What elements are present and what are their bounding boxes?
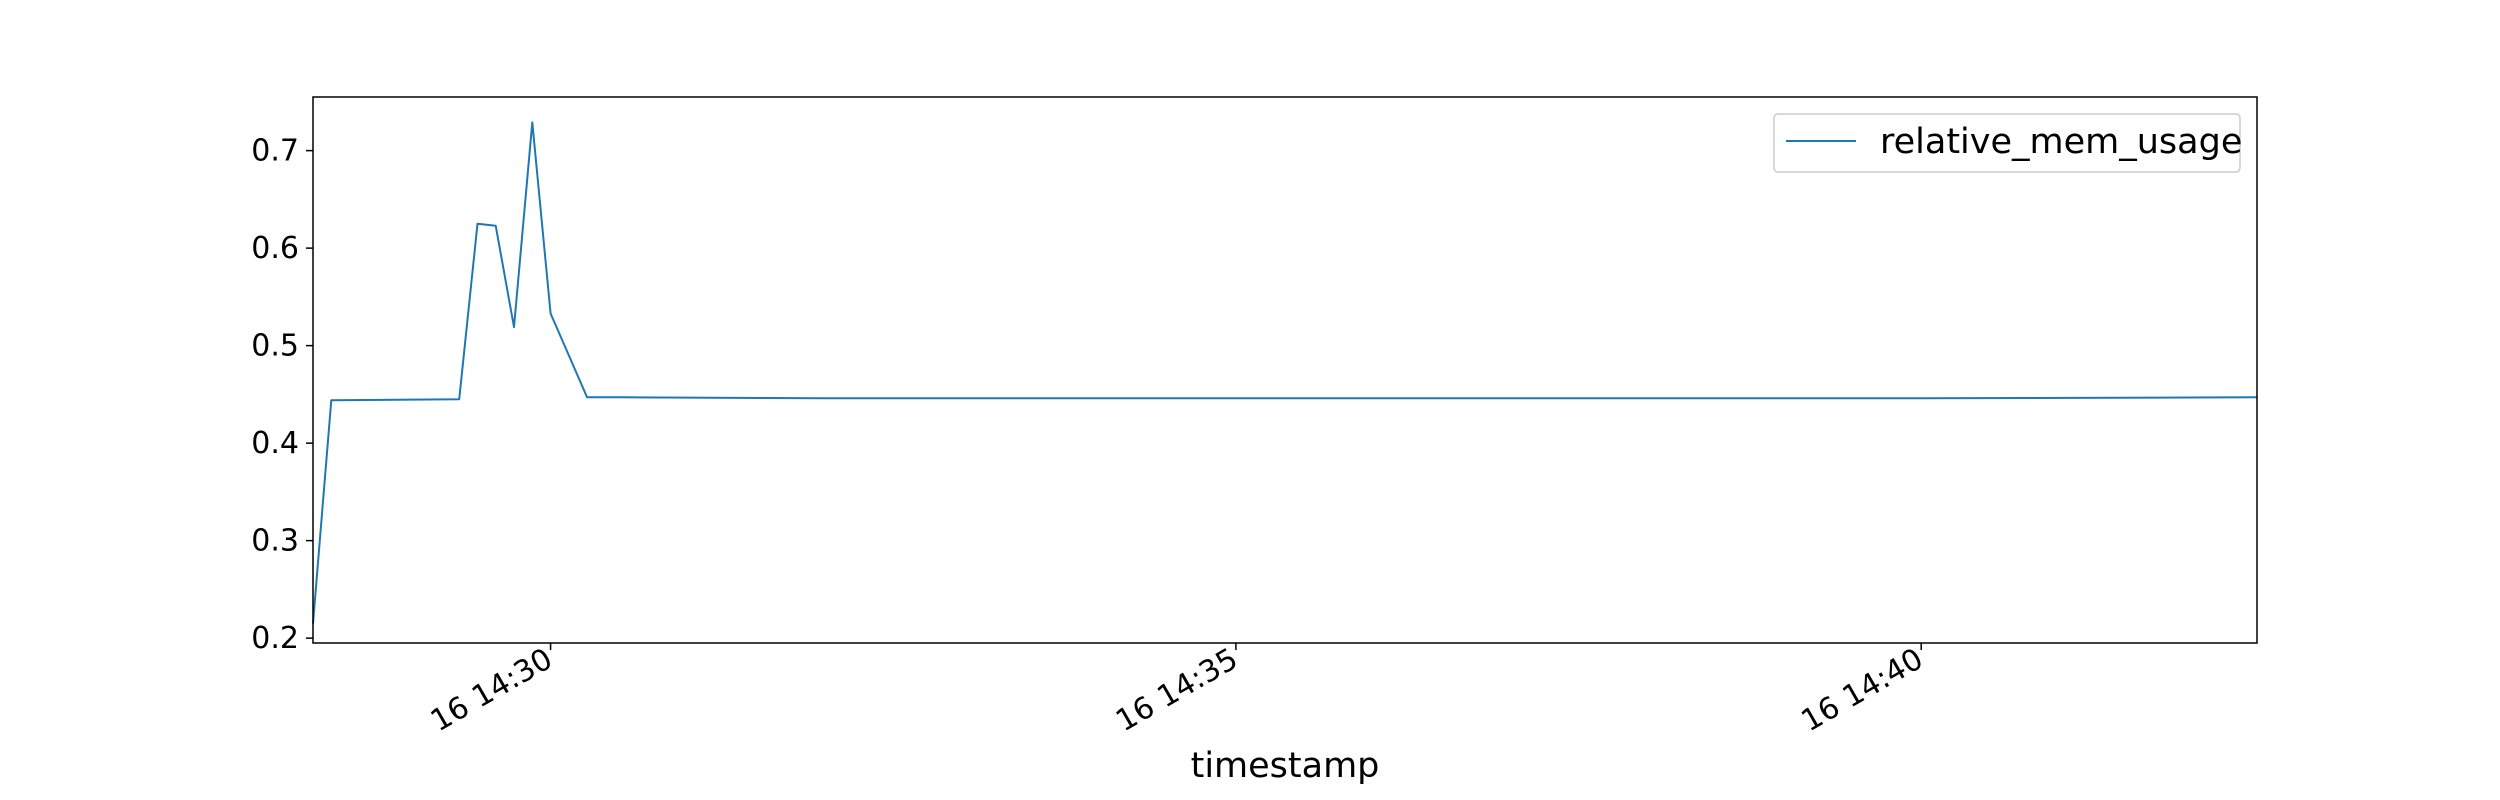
x-tick-label: 16 14:30 <box>425 642 559 739</box>
y-tick-label: 0.2 <box>251 621 299 656</box>
plot-frame <box>312 96 2258 644</box>
x-axis-label: timestamp <box>1191 746 1380 786</box>
y-tick-label: 0.7 <box>251 134 299 169</box>
legend-box <box>1773 113 2241 173</box>
x-tick-label: 16 14:35 <box>1110 642 1244 739</box>
y-tick-label: 0.5 <box>251 329 299 364</box>
legend-label: relative_mem_usage <box>1880 122 2242 162</box>
legend: relative_mem_usage <box>1773 113 2242 173</box>
y-tick-label: 0.4 <box>251 426 299 461</box>
x-tick-label: 16 14:40 <box>1796 642 1930 739</box>
plot-marks <box>312 121 2258 624</box>
y-tick-label: 0.6 <box>251 231 299 266</box>
y-tick-label: 0.3 <box>251 524 299 559</box>
x-axis: 16 14:30 16 14:35 16 14:40 <box>425 642 1929 739</box>
y-axis: 0.2 0.3 0.4 0.5 0.6 0.7 <box>251 134 313 656</box>
series-line-relative_mem_usage <box>312 121 2258 624</box>
